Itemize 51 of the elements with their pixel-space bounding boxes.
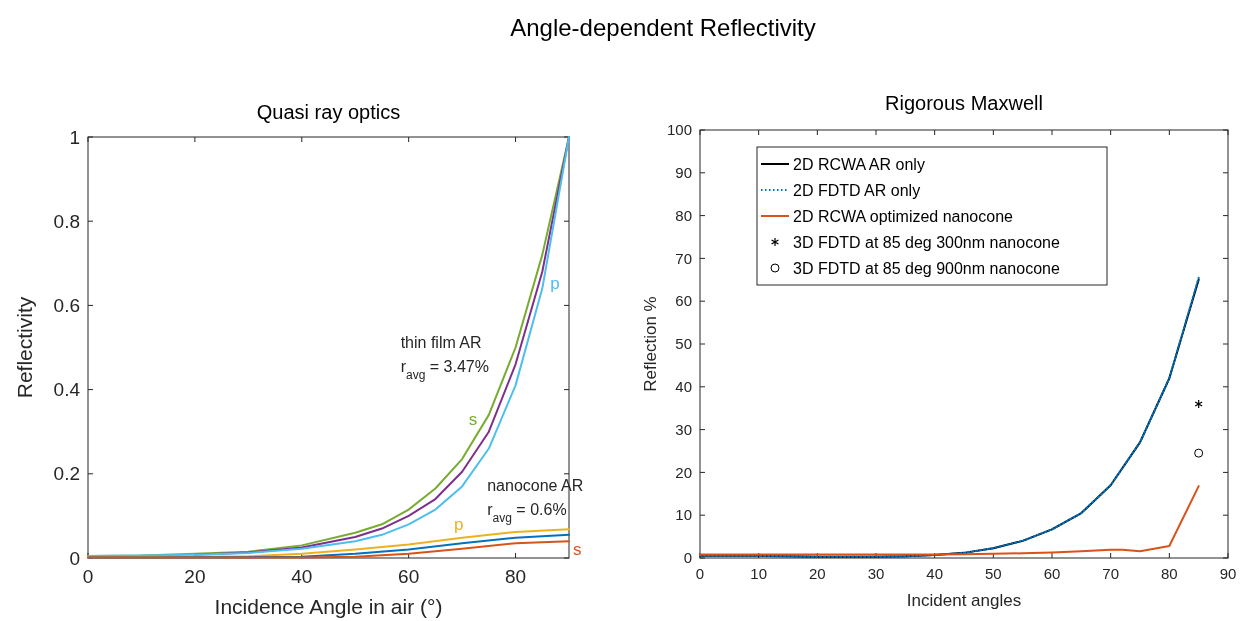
line-series bbox=[87, 540, 570, 559]
y-tick-label: 0.2 bbox=[53, 463, 80, 485]
y-axis-title: Reflectivity bbox=[13, 296, 36, 399]
x-tick-label: 20 bbox=[184, 566, 206, 587]
y-tick-label: 40 bbox=[675, 378, 692, 396]
y-tick-label: 0.4 bbox=[53, 379, 81, 401]
annotation: thin film AR r$_{avg}$ = 3.47% bbox=[400, 333, 489, 382]
legend-label: 2D RCWA AR only bbox=[793, 156, 925, 173]
x-tick-label: 0 bbox=[695, 565, 705, 582]
y-tick-label: 90 bbox=[675, 164, 692, 182]
chart-subtitle: Quasi ray optics bbox=[256, 101, 401, 123]
y-tick-label: 30 bbox=[675, 420, 692, 438]
series-label: p bbox=[454, 514, 464, 534]
x-tick-label: 80 bbox=[504, 566, 527, 587]
y-tick-label: 1 bbox=[69, 126, 80, 148]
legend-label: 2D RCWA optimized nanocone bbox=[793, 208, 1014, 225]
x-tick-label: 30 bbox=[867, 565, 885, 582]
x-tick-label: 60 bbox=[398, 566, 420, 587]
legend-label: 3D FDTD at 85 deg 900nm nanocone bbox=[793, 260, 1060, 277]
x-tick-label: 80 bbox=[1160, 565, 1178, 582]
x-axis-title: Incident angles bbox=[906, 591, 1022, 610]
chart-title: Rigorous Maxwell bbox=[885, 92, 1043, 114]
y-tick-label: 70 bbox=[675, 249, 692, 267]
text: Angle-dependent Reflectivity bbox=[510, 14, 816, 41]
y-tick-label: 80 bbox=[675, 206, 692, 224]
y-tick-label: 10 bbox=[675, 506, 692, 524]
legend-label: 3D FDTD at 85 deg 300nm nanocone bbox=[793, 234, 1060, 251]
y-tick-label: 0 bbox=[683, 549, 692, 567]
y-tick-label: 60 bbox=[675, 292, 692, 310]
x-tick-label: 90 bbox=[1219, 565, 1237, 582]
x-tick-label: 10 bbox=[750, 565, 768, 582]
annotation: nanocone AR r$_{avg}$ = 0.6% bbox=[487, 476, 584, 525]
x-tick-label: 50 bbox=[984, 565, 1002, 582]
x-tick-label: 20 bbox=[808, 565, 826, 582]
series-label: s bbox=[468, 409, 478, 429]
y-tick-label: 100 bbox=[666, 121, 692, 139]
legend-label: 2D FDTD AR only bbox=[793, 182, 921, 199]
x-tick-label: 40 bbox=[926, 565, 944, 582]
y-tick-label: 20 bbox=[675, 463, 692, 481]
x-tick-label: 40 bbox=[291, 566, 313, 587]
y-tick-label: 0.6 bbox=[53, 295, 80, 317]
line-series bbox=[699, 485, 1200, 556]
x-tick-label: 60 bbox=[1043, 565, 1061, 582]
series-label: p bbox=[550, 273, 560, 293]
series-label: s bbox=[573, 540, 582, 560]
y-tick-label: 50 bbox=[675, 335, 692, 353]
x-axis-title: Incidence Angle in air (°) bbox=[214, 595, 443, 618]
y-tick-label: 0.8 bbox=[53, 210, 80, 232]
x-tick-label: 70 bbox=[1102, 565, 1120, 582]
y-axis-title: Reflection % bbox=[641, 296, 660, 392]
x-tick-label: 0 bbox=[82, 566, 94, 587]
